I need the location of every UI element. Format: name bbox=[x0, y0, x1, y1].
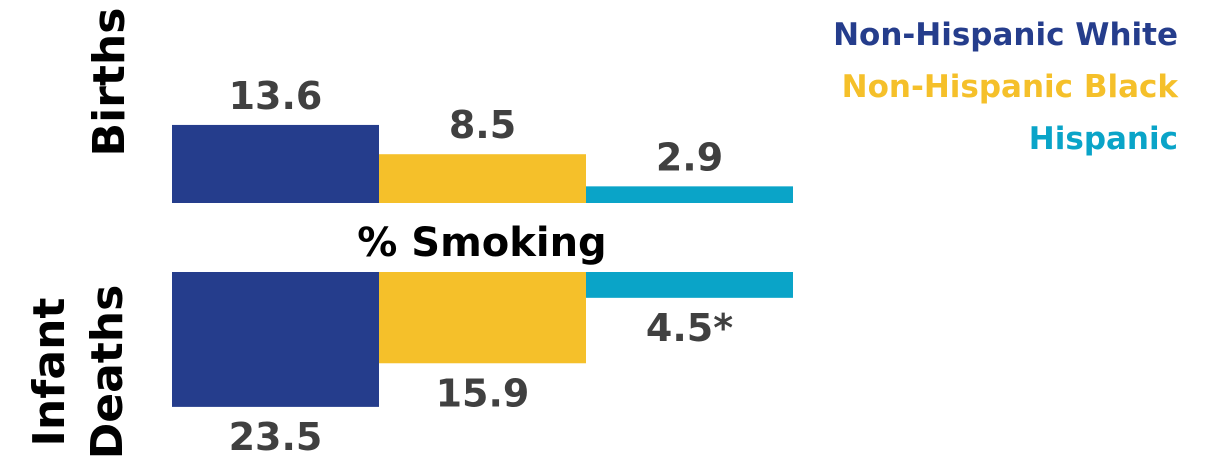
bar-infant-deaths-non-hispanic-white bbox=[172, 272, 379, 407]
value-labels-layer: 13.6 8.5 2.9 23.5 15.9 4.5* bbox=[229, 74, 734, 459]
legend-non-hispanic-white: Non-Hispanic White bbox=[833, 17, 1178, 53]
legend-non-hispanic-black: Non-Hispanic Black bbox=[842, 69, 1180, 105]
bar-births-non-hispanic-white bbox=[172, 124, 379, 203]
bar-infant-deaths-hispanic bbox=[586, 272, 793, 298]
bar-births-non-hispanic-black bbox=[379, 154, 586, 203]
bar-infant-deaths-non-hispanic-black bbox=[379, 272, 586, 364]
value-label-births-non-hispanic-black: 8.5 bbox=[449, 103, 516, 147]
value-label-infant-deaths-non-hispanic-black: 15.9 bbox=[436, 371, 530, 415]
bar-births-hispanic bbox=[586, 186, 793, 203]
legend-hispanic: Hispanic bbox=[1029, 121, 1178, 157]
row-label-births: Births bbox=[84, 8, 135, 157]
center-label: % Smoking bbox=[357, 220, 606, 266]
row-label-deaths: Deaths bbox=[82, 285, 133, 460]
value-label-births-hispanic: 2.9 bbox=[656, 135, 723, 179]
value-label-infant-deaths-non-hispanic-white: 23.5 bbox=[229, 415, 323, 459]
row-label-infant: Infant bbox=[24, 298, 75, 447]
bars-layer bbox=[172, 124, 793, 407]
value-label-births-non-hispanic-white: 13.6 bbox=[229, 74, 323, 118]
value-label-infant-deaths-hispanic: 4.5* bbox=[646, 306, 733, 350]
